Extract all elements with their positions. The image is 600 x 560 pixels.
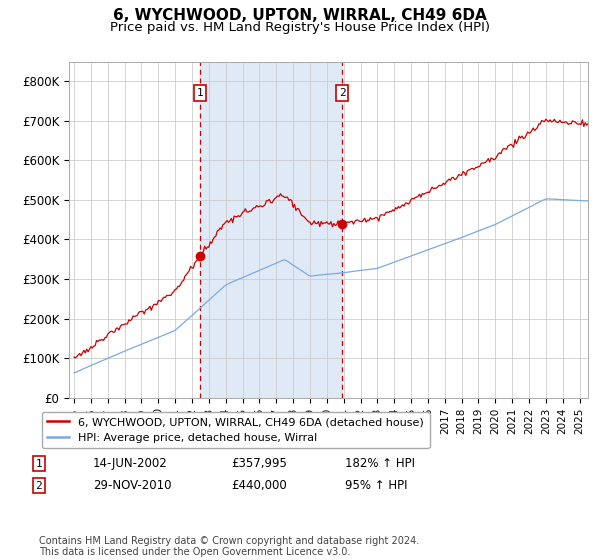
Text: 95% ↑ HPI: 95% ↑ HPI (345, 479, 407, 492)
Text: 2: 2 (35, 480, 43, 491)
Bar (200, 62, 342, 398)
Text: 14-JUN-2002: 14-JUN-2002 (93, 457, 168, 470)
Text: Price paid vs. HM Land Registry's House Price Index (HPI): Price paid vs. HM Land Registry's House … (110, 21, 490, 34)
Text: 1: 1 (35, 459, 43, 469)
Text: Contains HM Land Registry data © Crown copyright and database right 2024.
This d: Contains HM Land Registry data © Crown c… (39, 535, 419, 557)
Text: £357,995: £357,995 (231, 457, 287, 470)
Text: 29-NOV-2010: 29-NOV-2010 (93, 479, 172, 492)
Text: 2: 2 (339, 88, 346, 98)
Text: 1: 1 (196, 88, 203, 98)
Legend: 6, WYCHWOOD, UPTON, WIRRAL, CH49 6DA (detached house), HPI: Average price, detac: 6, WYCHWOOD, UPTON, WIRRAL, CH49 6DA (de… (41, 412, 430, 449)
Text: 6, WYCHWOOD, UPTON, WIRRAL, CH49 6DA: 6, WYCHWOOD, UPTON, WIRRAL, CH49 6DA (113, 8, 487, 24)
Text: £440,000: £440,000 (231, 479, 287, 492)
Text: 182% ↑ HPI: 182% ↑ HPI (345, 457, 415, 470)
